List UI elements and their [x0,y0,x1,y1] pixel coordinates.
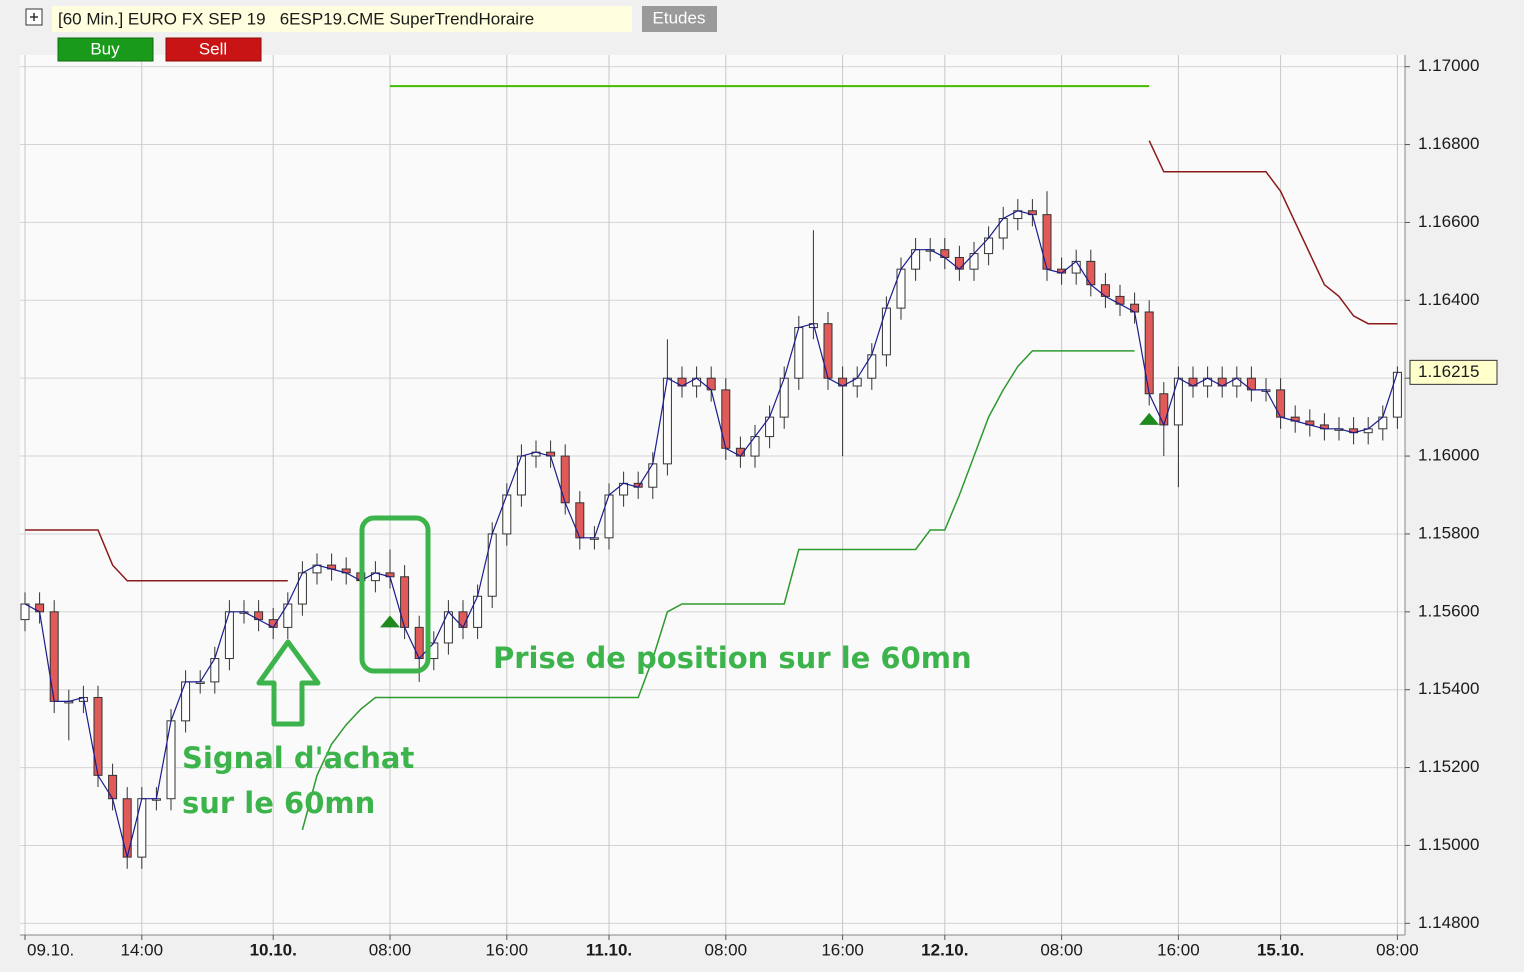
x-tick-label: 12.10. [921,940,968,959]
y-tick-label: 1.15400 [1418,679,1479,698]
arrow-up [256,639,321,727]
buy-button[interactable] [57,37,154,62]
y-tick-label: 1.17000 [1418,56,1479,75]
x-tick-label: 08:00 [1376,940,1419,959]
candle-body [20,603,30,621]
sell-button[interactable] [165,37,262,62]
signal-marker [1139,412,1160,425]
x-tick-label: 08:00 [705,940,748,959]
title-bg [52,6,632,32]
y-tick-label: 1.16400 [1418,290,1479,309]
close-line [24,210,1398,858]
y-tick-label: 1.16000 [1418,446,1479,465]
annotation: Prise de position sur le 60mn [493,641,972,675]
last-price-label: 1.16215 [1418,362,1479,381]
annotation: sur le 60mn [182,786,375,820]
y-tick-label: 1.14800 [1418,913,1479,932]
x-tick-label: 11.10. [586,940,632,959]
candle-body [662,377,672,465]
x-tick-label: 09.10. [27,940,74,959]
marks [20,85,1402,869]
y-tick-label: 1.15200 [1418,757,1479,776]
supertrend-line [25,140,1398,582]
x-tick-label: 08:00 [369,940,412,959]
supertrend-line [301,350,1135,831]
studies-button[interactable] [642,6,717,32]
plot-area [20,55,1405,935]
x-tick-label: 16:00 [821,940,864,959]
last-price-box [1409,359,1498,385]
x-tick-label: 14:00 [121,940,164,959]
y-tick-label: 1.15800 [1418,523,1479,542]
highlight-box [359,515,431,674]
chart-title: [60 Min.] EURO FX SEP 19 6ESP19.CME Supe… [58,9,534,28]
sell-label: Sell [199,39,227,58]
y-tick-label: 1.16800 [1418,134,1479,153]
x-tick-label: 16:00 [486,940,529,959]
studies-label: Etudes [653,8,706,27]
annotation: Signal d'achat [182,741,414,775]
y-tick-label: 1.16600 [1418,212,1479,231]
x-tick-label: 16:00 [1157,940,1200,959]
x-tick-label: 15.10. [1257,940,1304,959]
buy-label: Buy [90,39,120,58]
signal-marker [380,615,400,628]
x-tick-label: 08:00 [1040,940,1083,959]
y-tick-label: 1.15000 [1418,835,1479,854]
y-tick-label: 1.15600 [1418,601,1479,620]
expand-icon-plus [30,13,38,21]
x-tick-label: 10.10. [250,940,297,959]
